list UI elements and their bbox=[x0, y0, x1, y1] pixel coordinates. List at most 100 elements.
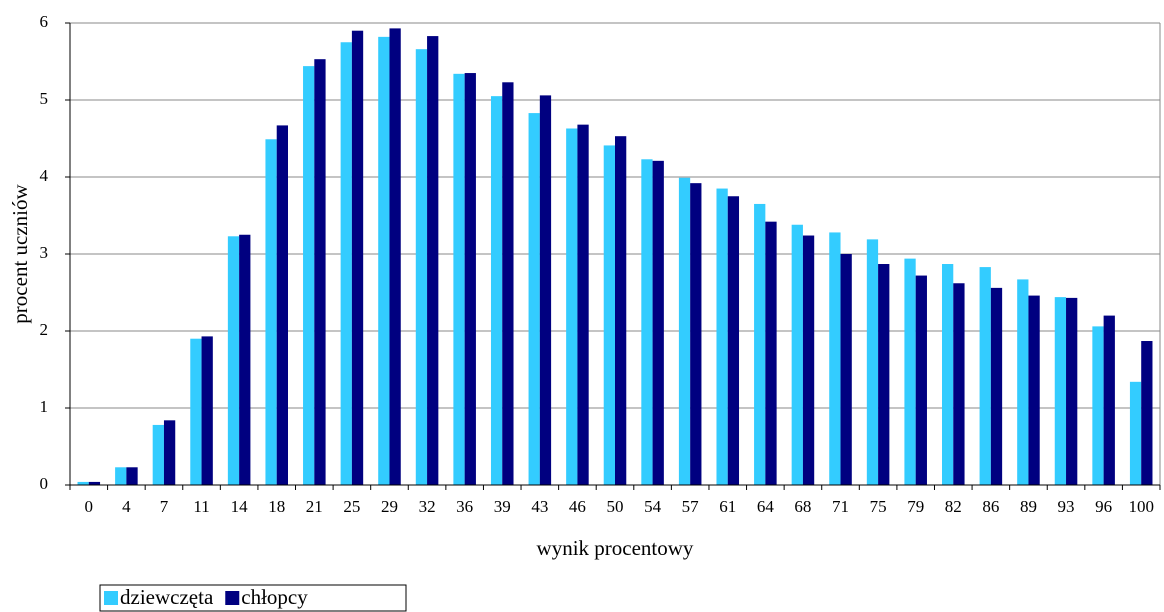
bar bbox=[1103, 315, 1115, 485]
x-tick-label: 96 bbox=[1095, 497, 1112, 516]
x-tick-label: 50 bbox=[607, 497, 624, 516]
bar bbox=[802, 235, 815, 485]
x-tick-label: 46 bbox=[569, 497, 586, 516]
bar bbox=[415, 49, 428, 486]
x-tick-label: 39 bbox=[494, 497, 511, 516]
x-tick-label: 89 bbox=[1020, 497, 1037, 516]
x-tick-label: 14 bbox=[231, 497, 249, 516]
bar bbox=[990, 287, 1003, 485]
y-tick-label: 4 bbox=[40, 166, 49, 185]
bar bbox=[453, 73, 465, 485]
x-tick-label: 11 bbox=[193, 497, 209, 516]
bar bbox=[227, 236, 240, 485]
x-tick-label: 32 bbox=[419, 497, 436, 516]
bar bbox=[126, 467, 138, 485]
x-tick-label: 4 bbox=[122, 497, 131, 516]
legend-swatch bbox=[104, 591, 118, 605]
bar bbox=[389, 28, 401, 485]
bar bbox=[942, 264, 954, 485]
bar bbox=[427, 36, 439, 486]
x-tick-label: 86 bbox=[982, 497, 999, 516]
bar bbox=[1066, 297, 1078, 485]
bar bbox=[314, 59, 326, 485]
y-tick-label: 6 bbox=[40, 12, 49, 31]
x-tick-label: 68 bbox=[794, 497, 811, 516]
bar bbox=[1141, 341, 1153, 485]
bar bbox=[201, 336, 213, 485]
bar bbox=[866, 239, 879, 485]
legend-swatch bbox=[225, 591, 240, 605]
bar bbox=[490, 96, 503, 486]
x-tick-label: 0 bbox=[85, 497, 94, 516]
bar bbox=[539, 95, 552, 485]
x-tick-label: 29 bbox=[381, 497, 398, 516]
bar bbox=[915, 275, 927, 485]
bar bbox=[77, 481, 89, 485]
legend-label: chłopcy bbox=[241, 585, 308, 609]
y-tick-label: 2 bbox=[40, 320, 49, 339]
bar bbox=[152, 424, 164, 485]
x-tick-label: 43 bbox=[531, 497, 548, 516]
bar bbox=[577, 124, 589, 485]
bar bbox=[840, 254, 852, 485]
bar bbox=[1028, 295, 1040, 485]
x-tick-label: 61 bbox=[719, 497, 736, 516]
bar bbox=[351, 30, 364, 485]
bar bbox=[641, 159, 653, 486]
bar bbox=[163, 420, 176, 485]
bar bbox=[88, 481, 101, 485]
bar bbox=[239, 234, 251, 485]
y-tick-label: 0 bbox=[40, 474, 49, 493]
y-tick-label: 1 bbox=[40, 397, 49, 416]
x-tick-label: 79 bbox=[907, 497, 924, 516]
bar bbox=[765, 221, 777, 485]
x-tick-label: 64 bbox=[757, 497, 775, 516]
bar bbox=[615, 136, 627, 485]
x-axis-title: wynik procentowy bbox=[537, 536, 694, 560]
x-tick-label: 82 bbox=[945, 497, 962, 516]
bar bbox=[603, 145, 615, 485]
x-tick-label: 54 bbox=[644, 497, 662, 516]
x-tick-label: 75 bbox=[870, 497, 887, 516]
bar bbox=[953, 283, 965, 485]
x-tick-label: 71 bbox=[832, 497, 849, 516]
legend-box bbox=[99, 584, 407, 612]
bar bbox=[716, 188, 728, 486]
x-tick-label: 100 bbox=[1128, 497, 1154, 516]
bar bbox=[190, 338, 202, 485]
bar bbox=[502, 82, 514, 485]
bar bbox=[1017, 279, 1029, 485]
legend-label: dziewczęta bbox=[120, 585, 214, 609]
x-tick-label: 36 bbox=[456, 497, 473, 516]
bar bbox=[791, 224, 803, 486]
bar bbox=[690, 183, 702, 485]
bar bbox=[904, 258, 916, 485]
x-tick-label: 57 bbox=[682, 497, 700, 516]
bar bbox=[1129, 381, 1142, 485]
bar bbox=[528, 113, 540, 485]
bar bbox=[303, 66, 315, 486]
bar bbox=[340, 42, 352, 485]
y-tick-label: 5 bbox=[40, 89, 49, 108]
bar bbox=[1054, 297, 1067, 485]
bar bbox=[878, 264, 890, 485]
bar bbox=[829, 232, 841, 485]
x-tick-label: 21 bbox=[306, 497, 323, 516]
y-axis-title: procent uczniów bbox=[8, 183, 32, 323]
bar bbox=[464, 73, 476, 486]
x-tick-label: 7 bbox=[160, 497, 169, 516]
bar bbox=[378, 36, 390, 486]
bar bbox=[566, 128, 578, 486]
x-tick-label: 93 bbox=[1058, 497, 1075, 516]
bar bbox=[678, 177, 691, 485]
bar bbox=[979, 267, 991, 485]
bar bbox=[115, 467, 127, 485]
bar bbox=[276, 125, 288, 485]
x-tick-label: 25 bbox=[343, 497, 360, 516]
bar bbox=[265, 139, 277, 485]
x-tick-label: 18 bbox=[268, 497, 285, 516]
bar bbox=[652, 160, 664, 485]
bar bbox=[754, 203, 766, 485]
bar bbox=[1092, 326, 1104, 485]
